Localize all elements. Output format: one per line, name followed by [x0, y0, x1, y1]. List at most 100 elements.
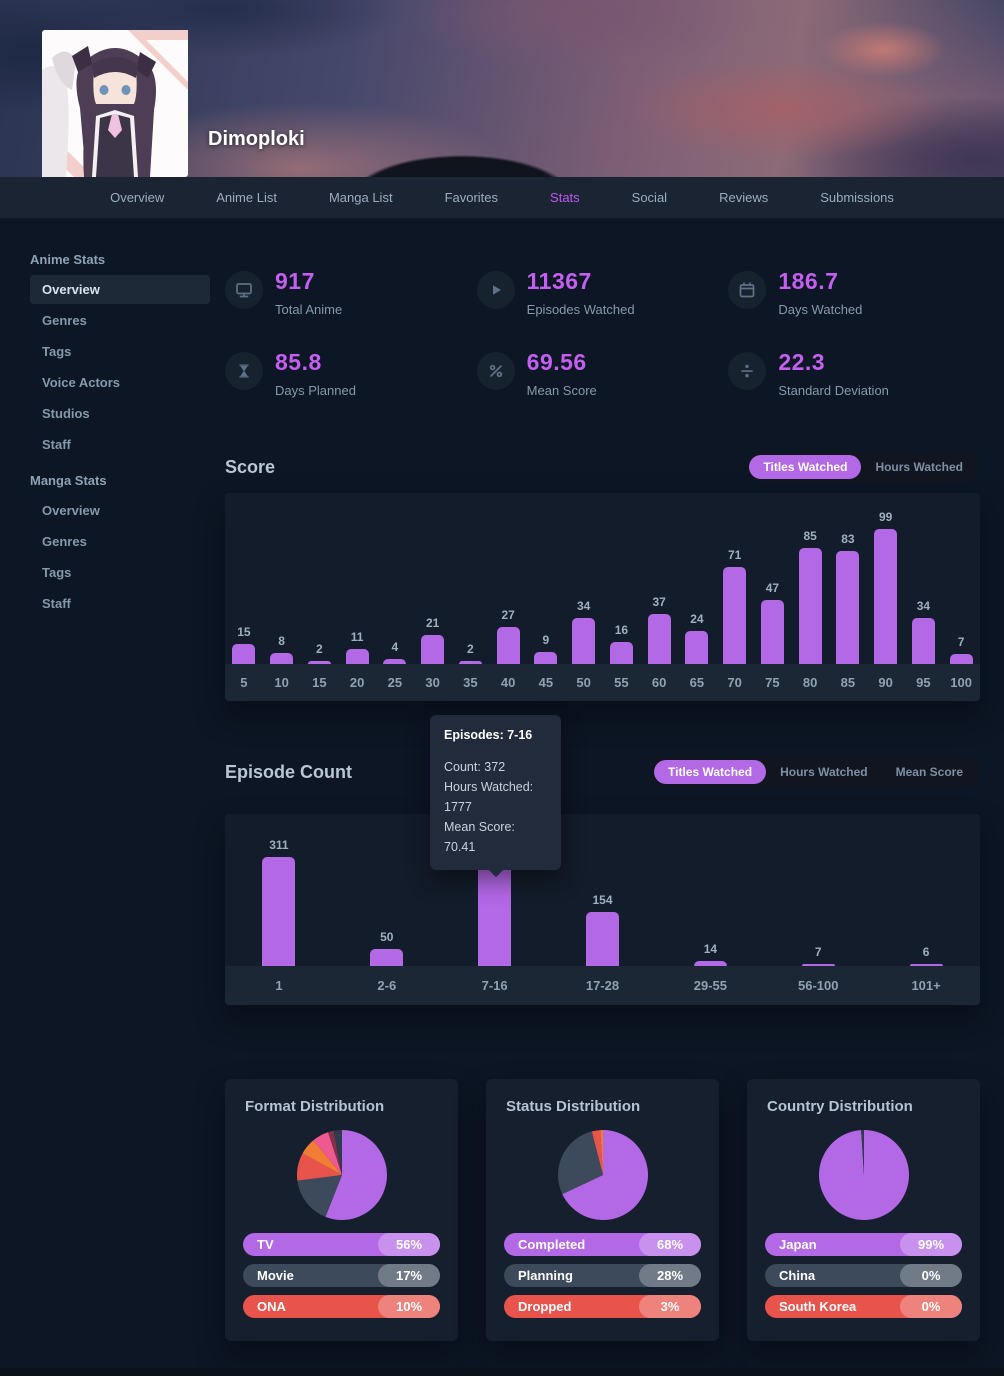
legend-label: Movie: [257, 1268, 294, 1283]
axis-tick-label: 101+: [911, 978, 941, 993]
pie-chart: [225, 1130, 458, 1220]
bar[interactable]: [534, 652, 558, 664]
avatar[interactable]: [42, 30, 188, 177]
toggle-titles-watched[interactable]: Titles Watched: [749, 455, 862, 479]
axis-tick-label: 10: [274, 675, 289, 690]
status-distribution-card: Status Distribution Completed 68% Planning 2…: [486, 1079, 719, 1341]
legend-row-south-korea: South Korea 0%: [765, 1295, 962, 1318]
bar[interactable]: [647, 614, 671, 664]
sidebar-item-manga-stats-tags[interactable]: Tags: [42, 565, 72, 580]
sidebar-item-manga-stats-overview[interactable]: Overview: [42, 503, 100, 518]
stat-mean-score: 69.56 Mean Score: [476, 349, 729, 398]
stat-text: 917 Total Anime: [275, 268, 342, 317]
nav-tab-submissions[interactable]: Submissions: [820, 190, 894, 205]
sidebar-item-anime-stats-genres[interactable]: Genres: [42, 313, 87, 328]
bar[interactable]: [572, 618, 596, 664]
sidebar-item-manga-stats-genres[interactable]: Genres: [42, 534, 87, 549]
pie-slice: [302, 1140, 342, 1175]
divide-icon: [728, 352, 767, 390]
bar[interactable]: [458, 661, 482, 664]
bar[interactable]: [586, 912, 619, 966]
bar[interactable]: [723, 567, 747, 664]
axis-tick-label: 7-16: [481, 978, 508, 993]
sidebar-item-anime-stats-staff[interactable]: Staff: [42, 437, 71, 452]
legend-label: TV: [257, 1237, 274, 1252]
bar-value-label: 99: [878, 510, 893, 524]
bar[interactable]: [685, 631, 709, 664]
axis-slot: 55: [603, 664, 641, 701]
distribution-cards: Format Distribution TV 56% Movie 17% ONA 10% St…: [225, 1079, 980, 1341]
bar-value-label: 7: [814, 945, 822, 959]
bar[interactable]: [345, 649, 369, 664]
sidebar-item-anime-stats-studios[interactable]: Studios: [42, 406, 90, 421]
bar[interactable]: [383, 659, 407, 664]
toggle-hours-watched[interactable]: Hours Watched: [766, 760, 882, 784]
pie-slice: [599, 1130, 603, 1175]
axis-tick-label: 20: [349, 675, 365, 690]
axis-tick-label: 90: [878, 675, 893, 690]
nav-tab-anime-list[interactable]: Anime List: [216, 190, 277, 205]
bar[interactable]: [836, 551, 860, 664]
bar[interactable]: [911, 618, 935, 664]
bar[interactable]: [270, 653, 294, 664]
sidebar-item-anime-stats-overview[interactable]: Overview: [30, 275, 210, 304]
legend-label: Planning: [518, 1268, 573, 1283]
nav-tab-social[interactable]: Social: [631, 190, 668, 205]
bar[interactable]: [760, 600, 784, 664]
legend-percent: 68%: [639, 1233, 701, 1256]
axis-slot: 25: [376, 664, 414, 701]
bar[interactable]: [798, 548, 822, 664]
bar-slot: 99: [867, 510, 905, 664]
nav-tab-reviews[interactable]: Reviews: [719, 190, 769, 205]
axis-tick-label: 56-100: [797, 978, 839, 993]
legend-row-completed: Completed 68%: [504, 1233, 701, 1256]
bar[interactable]: [496, 627, 520, 664]
axis-slot: 60: [640, 664, 678, 701]
sidebar-item-anime-stats-voice-actors[interactable]: Voice Actors: [42, 375, 121, 390]
bar[interactable]: [909, 964, 943, 966]
bar[interactable]: [609, 642, 633, 664]
axis-slot: 45: [527, 664, 565, 701]
status-distribution-pie: [557, 1130, 648, 1220]
bar-slot: 34: [565, 599, 603, 664]
bar[interactable]: [307, 661, 331, 664]
stat-standard-deviation: 22.3 Standard Deviation: [728, 349, 980, 398]
sidebar-item-anime-stats-tags[interactable]: Tags: [42, 344, 72, 359]
stat-label: Total Anime: [275, 302, 343, 317]
bar-slot: 15: [225, 625, 263, 664]
bar[interactable]: [232, 644, 256, 664]
nav-tab-stats[interactable]: Stats: [550, 190, 580, 205]
toggle-titles-watched[interactable]: Titles Watched: [654, 760, 767, 784]
nav-tab-overview[interactable]: Overview: [110, 190, 165, 205]
desktop-icon: [225, 271, 263, 309]
axis-tick-label: 5: [240, 675, 248, 690]
toggle-mean-score[interactable]: Mean Score: [882, 760, 977, 784]
bar-slot: 71: [716, 548, 754, 664]
legend: Completed 68% Planning 28% Dropped 3%: [504, 1233, 701, 1318]
bar[interactable]: [421, 635, 445, 664]
nav-tab-favorites[interactable]: Favorites: [444, 190, 499, 205]
bar-slot: 2: [452, 642, 490, 664]
sidebar-item-manga-stats-staff[interactable]: Staff: [42, 596, 71, 611]
toggle-hours-watched[interactable]: Hours Watched: [861, 455, 977, 479]
axis-tick-label: 100: [950, 675, 972, 690]
bar[interactable]: [874, 529, 898, 664]
bar[interactable]: [370, 949, 404, 966]
stat-value: 22.3: [778, 349, 826, 375]
bar[interactable]: [262, 857, 296, 966]
nav-tab-manga-list[interactable]: Manga List: [328, 190, 393, 205]
pie-slice-movie: [296, 1175, 342, 1217]
chart-tooltip: Episodes: 7-16 Count: 372 Hours Watched: …: [430, 715, 561, 870]
bar[interactable]: [693, 961, 727, 966]
stat-text: 69.56 Mean Score: [527, 349, 597, 398]
bar-slot: 27: [489, 608, 527, 664]
bar-value-label: 15: [237, 625, 251, 639]
bar-slot: 47: [754, 581, 792, 664]
bar-slot: 7: [764, 945, 872, 966]
bar[interactable]: [949, 654, 973, 664]
legend-percent: 0%: [900, 1264, 962, 1287]
axis-slot: 65: [678, 664, 716, 701]
bar[interactable]: [801, 964, 835, 966]
stat-total-anime: 917 Total Anime: [225, 268, 477, 317]
pie-slice: [327, 1130, 342, 1175]
